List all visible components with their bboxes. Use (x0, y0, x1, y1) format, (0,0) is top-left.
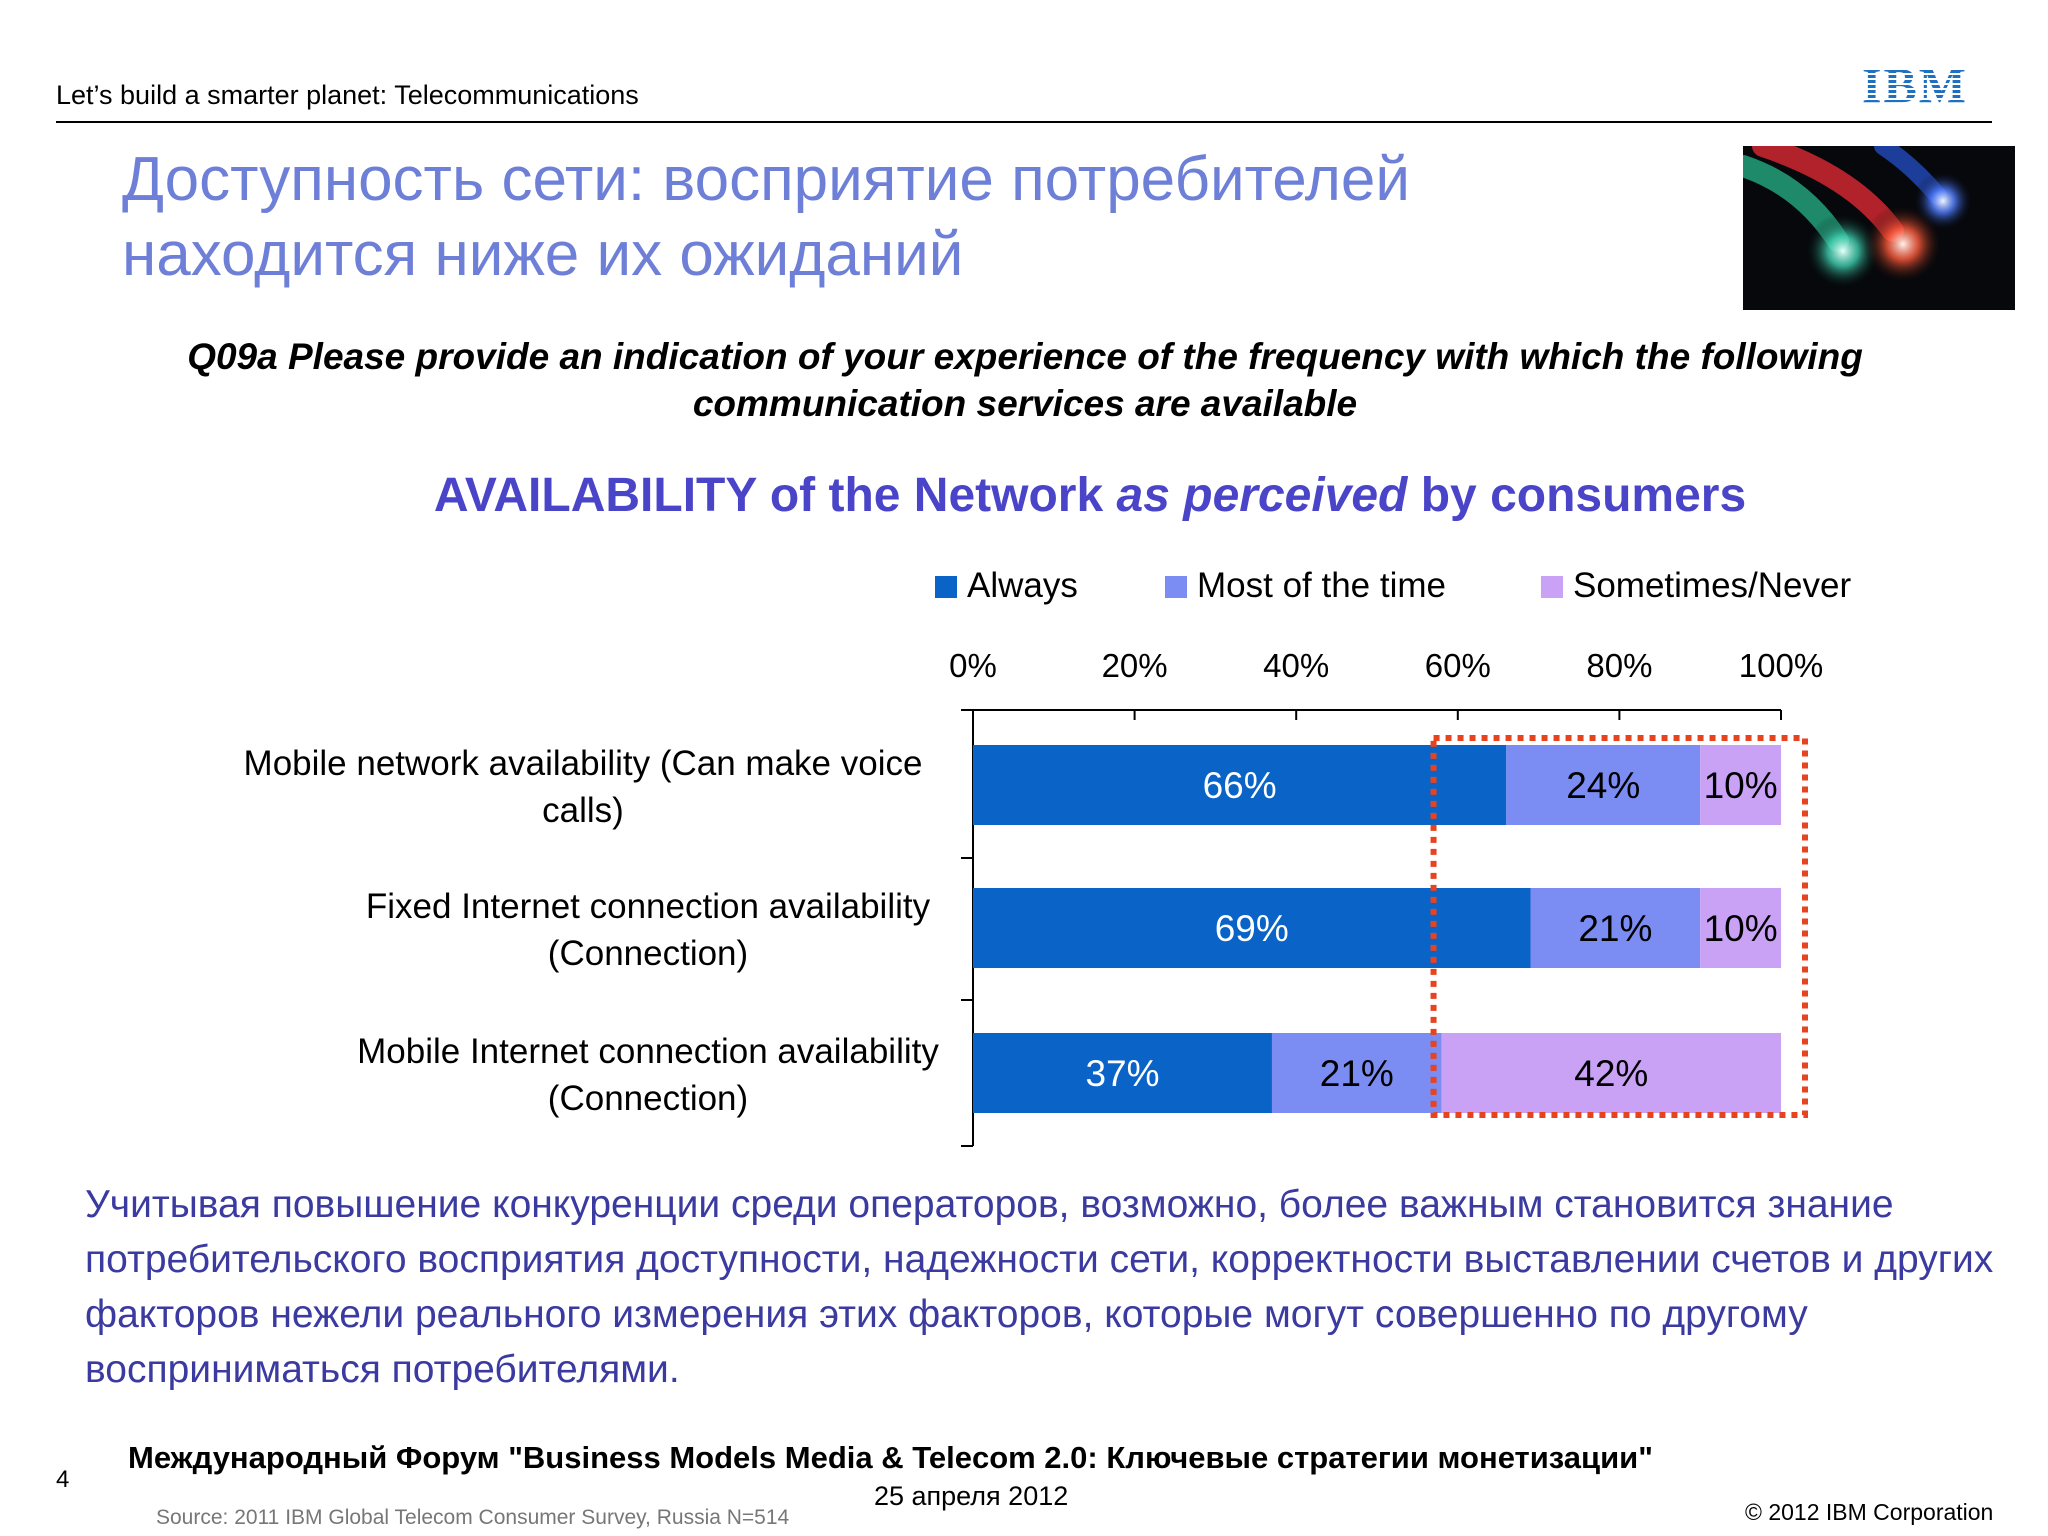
data-label-2-3: 10% (1704, 908, 1778, 949)
bar-2-1 (973, 888, 1531, 968)
chart-title-part-1: AVAILABILITY of the Network (433, 469, 1117, 522)
slide-title-line-1: Доступность сети: восприятие потребителе… (122, 145, 1411, 214)
header-tagline: Let’s build a smarter planet: Telecommun… (56, 80, 639, 110)
page-number: 4 (56, 1466, 70, 1493)
bar-1-3 (1700, 745, 1781, 825)
data-label-2-1: 69% (1215, 908, 1289, 949)
forum-name: Международный Форум "Business Models Med… (128, 1440, 1653, 1475)
x-tick-label-2: 20% (1102, 647, 1168, 684)
survey-question-line-1: Q09a Please provide an indication of you… (187, 336, 1863, 377)
x-tick-label-6: 100% (1739, 647, 1823, 684)
legend-swatch-2 (1165, 576, 1187, 598)
legend-swatch-1 (935, 576, 957, 598)
fiber-optic-cables-photo (1743, 146, 2015, 310)
x-tick-label-4: 60% (1425, 647, 1491, 684)
highlight-box (1430, 735, 1809, 1118)
bar-2-2 (1530, 888, 1701, 968)
data-label-3-3: 42% (1574, 1053, 1648, 1094)
chart-title-part-2: as perceived (1116, 469, 1408, 522)
conclusion-text: Учитывая повышение конкуренции среди опе… (85, 1183, 1994, 1391)
survey-question: Q09a Please provide an indication of you… (60, 333, 1990, 427)
x-tick-label-3: 40% (1263, 647, 1329, 684)
data-label-1-2: 24% (1566, 765, 1640, 806)
slide-title: Доступность сети: восприятие потребителе… (122, 142, 1682, 292)
bar-3-3 (1441, 1033, 1781, 1113)
category-label-2-2: (Connection) (548, 934, 748, 973)
bar-3-2 (1271, 1033, 1442, 1113)
category-label-1-1: Mobile network availability (Can make vo… (244, 744, 923, 783)
survey-question-line-2: communication services are available (692, 383, 1358, 424)
forum-date: 25 апреля 2012 (874, 1481, 1069, 1511)
category-label-3-2: (Connection) (548, 1079, 748, 1118)
copyright: © 2012 IBM Corporation (1745, 1499, 1994, 1525)
x-tick-label-5: 80% (1586, 647, 1652, 684)
bar-1-1 (973, 745, 1507, 825)
legend-swatch-3 (1541, 576, 1563, 598)
chart-title-part-3: by consumers (1407, 469, 1747, 522)
slide-title-line-2: находится ниже их ожиданий (122, 220, 964, 289)
bar-1-2 (1506, 745, 1701, 825)
ibm-logo: IBM (1862, 60, 1968, 108)
category-label-2-1: Fixed Internet connection availability (366, 887, 931, 926)
category-label-1-2: calls) (542, 791, 624, 830)
legend-label-3: Sometimes/Never (1573, 566, 1851, 605)
data-label-3-2: 21% (1320, 1053, 1394, 1094)
bar-3-1 (973, 1033, 1272, 1113)
source-note: Source: 2011 IBM Global Telecom Consumer… (156, 1506, 790, 1529)
svg-text:IBM: IBM (1862, 60, 1968, 108)
chart-title: AVAILABILITY of the Network as perceived… (60, 468, 2048, 523)
data-label-1-3: 10% (1704, 765, 1778, 806)
category-label-3-1: Mobile Internet connection availability (357, 1032, 939, 1071)
bar-2-3 (1700, 888, 1781, 968)
x-tick-label-1: 0% (949, 647, 997, 684)
data-label-2-2: 21% (1578, 908, 1652, 949)
data-label-1-1: 66% (1203, 765, 1277, 806)
header-divider (56, 121, 1992, 123)
data-label-3-1: 37% (1085, 1053, 1159, 1094)
legend-label-2: Most of the time (1197, 566, 1446, 605)
legend-label-1: Always (967, 566, 1078, 605)
